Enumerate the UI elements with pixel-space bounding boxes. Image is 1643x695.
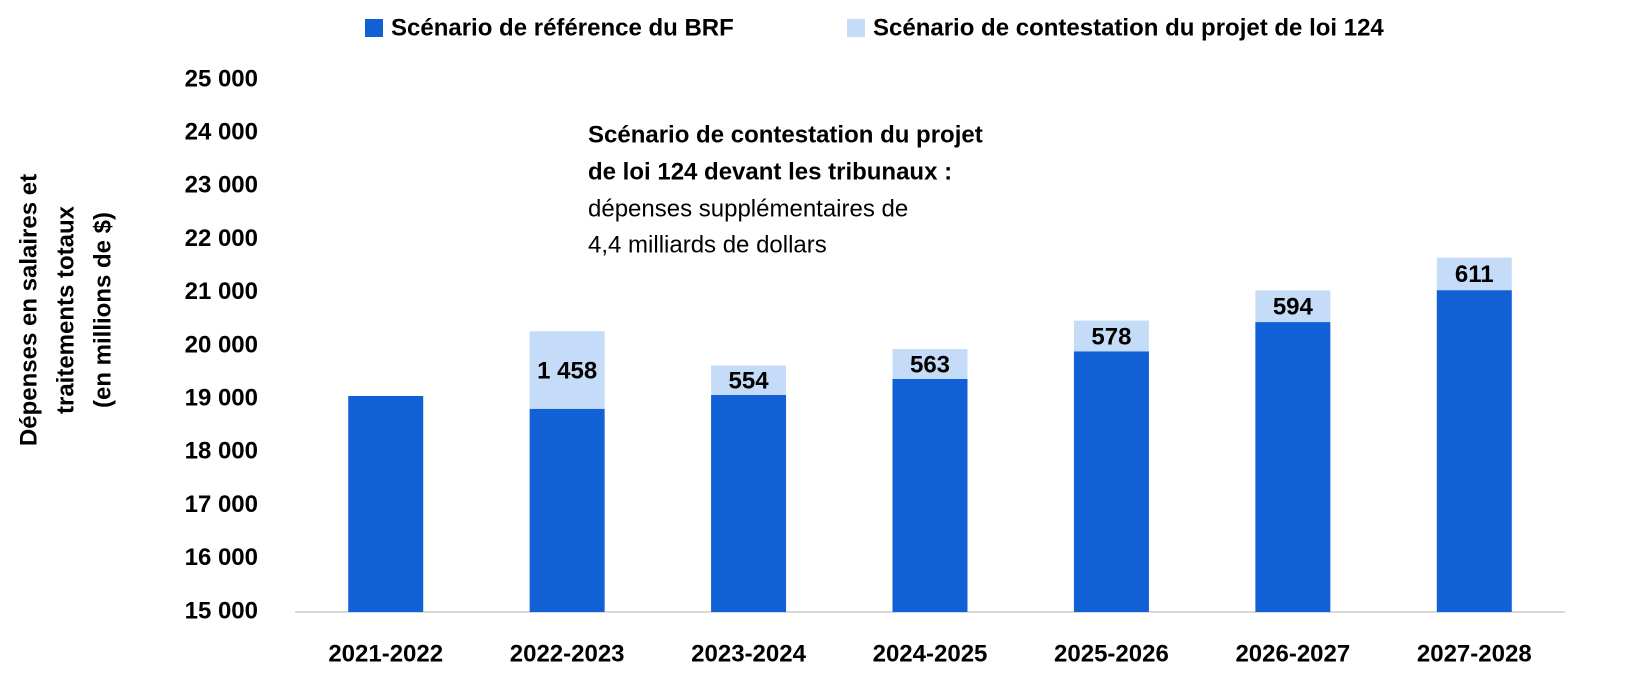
value-label: 578 (1091, 323, 1131, 350)
value-label: 1 458 (537, 357, 597, 384)
value-label: 611 (1455, 261, 1494, 288)
y-tick-label: 23 000 (185, 172, 258, 199)
y-axis-label: Dépenses en salaires et (15, 174, 42, 446)
bar (892, 349, 968, 379)
bar (1436, 290, 1512, 612)
y-tick-label: 21 000 (185, 278, 258, 305)
bar (529, 408, 605, 612)
bar (711, 365, 787, 395)
y-tick-label: 15 000 (185, 597, 258, 624)
bar (348, 396, 424, 612)
x-tick-label: 2024-2025 (873, 640, 988, 667)
y-tick-label: 24 000 (185, 119, 258, 146)
annotation: 4,4 milliards de dollars (588, 231, 827, 258)
bar (529, 331, 605, 409)
y-axis-label: traitements totaux (52, 205, 79, 414)
legend-swatch (847, 19, 865, 37)
annotation: Scénario de contestation du projet (588, 121, 983, 148)
y-tick-label: 18 000 (185, 438, 258, 465)
bar (1255, 290, 1331, 323)
legend-label: Scénario de contestation du projet de lo… (873, 14, 1384, 41)
y-tick-label: 17 000 (185, 491, 258, 518)
x-tick-label: 2021-2022 (328, 640, 443, 667)
annotation: de loi 124 devant les tribunaux : (588, 158, 952, 185)
legend-swatch (365, 19, 383, 37)
x-tick-label: 2027-2028 (1417, 640, 1532, 667)
bar (1436, 257, 1512, 291)
x-tick-label: 2026-2027 (1235, 640, 1350, 667)
legend-label: Scénario de référence du BRF (391, 14, 734, 41)
value-label: 594 (1273, 294, 1314, 321)
y-tick-label: 25 000 (185, 65, 258, 92)
annotation: dépenses supplémentaires de (588, 195, 908, 222)
y-tick-label: 20 000 (185, 331, 258, 358)
y-tick-label: 22 000 (185, 225, 258, 252)
value-label: 563 (910, 351, 950, 378)
bar (892, 378, 968, 612)
bar (1073, 320, 1149, 352)
bar (1255, 322, 1331, 612)
y-tick-label: 19 000 (185, 385, 258, 412)
x-tick-label: 2023-2024 (691, 640, 806, 667)
value-label: 554 (729, 368, 770, 395)
x-tick-label: 2022-2023 (510, 640, 625, 667)
bar (1073, 351, 1149, 612)
bar (711, 394, 787, 612)
y-axis-label: (en millions de $) (89, 212, 116, 408)
y-tick-label: 16 000 (185, 544, 258, 571)
x-tick-label: 2025-2026 (1054, 640, 1169, 667)
